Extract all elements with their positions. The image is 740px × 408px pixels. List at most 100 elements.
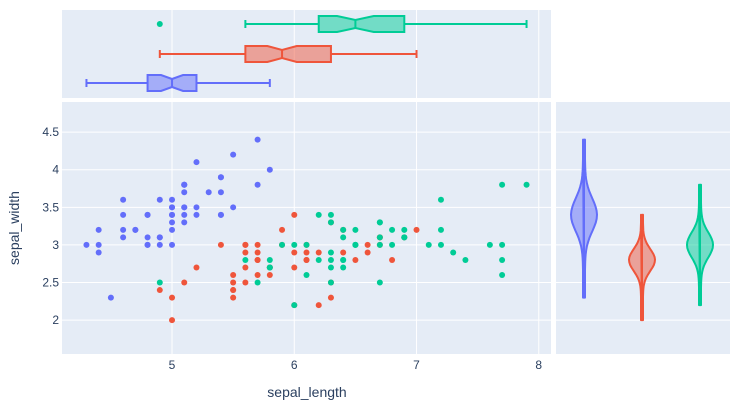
violin-shape (570, 138, 598, 299)
scatter-point (303, 272, 310, 279)
scatter-point (352, 256, 359, 263)
scatter-point (315, 211, 322, 218)
scatter-point (352, 241, 359, 248)
x-tick-label: 6 (291, 358, 298, 372)
scatter-point (242, 279, 249, 286)
scatter-point (266, 264, 273, 271)
scatter-point (181, 181, 188, 188)
scatter-point (266, 256, 273, 263)
violin-series-3 (686, 183, 714, 307)
scatter-point (401, 226, 408, 233)
y-tick-label: 4.5 (42, 125, 59, 139)
scatter-point (95, 249, 102, 256)
scatter-point (242, 241, 249, 248)
scatter-point (144, 211, 151, 218)
scatter-point (254, 249, 261, 256)
scatter-point (156, 196, 163, 203)
scatter-point (315, 249, 322, 256)
scatter-point (499, 256, 506, 263)
box-series-1 (85, 74, 271, 92)
y-tick-label: 3 (52, 238, 59, 252)
box-outlier-point (156, 21, 163, 27)
scatter-point (156, 287, 163, 294)
scatter-point (230, 294, 237, 301)
scatter-point (217, 189, 224, 196)
scatter-point (425, 241, 432, 248)
y-tick-labels: 2 2.5 3 3.5 4 4.5 (42, 125, 59, 327)
scatter-point (437, 241, 444, 248)
scatter-point (303, 249, 310, 256)
scatter-point (279, 241, 286, 248)
scatter-point (193, 204, 200, 211)
scatter-point (169, 294, 176, 301)
scatter-point (254, 241, 261, 248)
right-violin-panel (556, 102, 730, 354)
scatter-point (389, 226, 396, 233)
main-scatter-panel: 5 6 7 8 2 2.5 3 3.5 4 4.5 (42, 102, 551, 372)
x-tick-label: 8 (535, 358, 542, 372)
scatter-point (303, 241, 310, 248)
scatter-point (156, 241, 163, 248)
scatter-point (315, 256, 322, 263)
scatter-point (266, 166, 273, 173)
violin-series-1 (570, 138, 598, 299)
scatter-point (376, 241, 383, 248)
scatter-point (230, 204, 237, 211)
scatter-point (217, 241, 224, 248)
box-series-3 (156, 15, 528, 33)
scatter-point (107, 294, 114, 301)
scatter-point (254, 136, 261, 143)
scatter-point (254, 279, 261, 286)
x-tick-label: 5 (169, 358, 176, 372)
x-tick-labels: 5 6 7 8 (169, 358, 543, 372)
violin-shape (686, 183, 714, 307)
scatter-point (95, 226, 102, 233)
scatter-point (242, 249, 249, 256)
scatter-point (230, 287, 237, 294)
scatter-point (242, 264, 249, 271)
scatter-point (364, 249, 371, 256)
scatter-point (291, 249, 298, 256)
scatter-point (169, 204, 176, 211)
scatter-point (144, 234, 151, 241)
violin-shape (628, 213, 656, 322)
scatter-point (437, 226, 444, 233)
scatter-point (327, 256, 334, 263)
scatter-point (499, 181, 506, 188)
scatter-point (364, 241, 371, 248)
scatter-point (120, 196, 127, 203)
y-tick-label: 2.5 (42, 276, 59, 290)
scatter-point (291, 264, 298, 271)
scatter-point (462, 256, 469, 263)
scatter-point (499, 241, 506, 248)
scatter-point (230, 272, 237, 279)
scatter-point (401, 234, 408, 241)
scatter-point (156, 234, 163, 241)
scatter-point (279, 226, 286, 233)
scatter-point (340, 249, 347, 256)
scatter-point (340, 256, 347, 263)
scatter-point (315, 302, 322, 309)
scatter-point (193, 264, 200, 271)
scatter-point (376, 279, 383, 286)
scatter-series-3 (156, 181, 530, 309)
scatter-point (230, 151, 237, 158)
top-box-panel (62, 10, 551, 98)
scatter-point (169, 226, 176, 233)
scatter-point (327, 249, 334, 256)
scatter-point (486, 241, 493, 248)
scatter-point (95, 241, 102, 248)
scatter-point (205, 189, 212, 196)
scatter-point (181, 219, 188, 226)
scatter-point (389, 256, 396, 263)
scatter-point (242, 256, 249, 263)
scatter-point (266, 272, 273, 279)
scatter-point (327, 279, 334, 286)
scatter-point (303, 256, 310, 263)
scatter-point (217, 174, 224, 181)
scatter-point (254, 272, 261, 279)
main-plot-background (62, 102, 551, 354)
scatter-point (193, 211, 200, 218)
scatter-point (169, 211, 176, 218)
